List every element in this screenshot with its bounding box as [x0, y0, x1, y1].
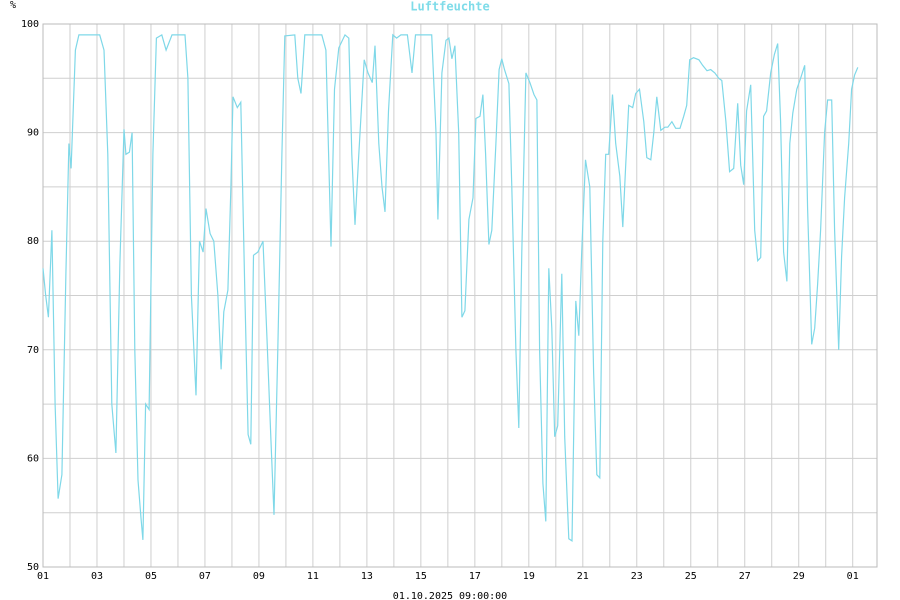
chart-title: Luftfeuchte: [410, 0, 489, 14]
x-tick-label: 13: [361, 571, 373, 582]
x-tick-label: 27: [739, 571, 751, 582]
x-tick-label: 11: [307, 571, 319, 582]
x-tick-label: 01: [847, 571, 859, 582]
humidity-line: [42, 33, 859, 543]
y-tick-label: 90: [27, 128, 39, 139]
y-tick-label: 70: [27, 345, 39, 356]
x-tick-label: 05: [145, 571, 157, 582]
y-tick-label: 50: [27, 562, 39, 573]
y-tick-label: 100: [21, 19, 39, 30]
x-tick-label: 01: [37, 571, 49, 582]
x-tick-label: 17: [469, 571, 481, 582]
y-unit: %: [10, 0, 16, 11]
x-tick-label: 07: [199, 571, 211, 582]
footer-timestamp: 01.10.2025 09:00:00: [393, 591, 507, 600]
x-tick-label: 03: [91, 571, 103, 582]
x-tick-label: 19: [523, 571, 535, 582]
y-tick-label: 80: [27, 236, 39, 247]
x-tick-label: 29: [793, 571, 805, 582]
x-tick-label: 23: [631, 571, 643, 582]
x-tick-label: 21: [577, 571, 589, 582]
plot-border: [42, 23, 878, 568]
x-tick-label: 09: [253, 571, 265, 582]
x-tick-label: 15: [415, 571, 427, 582]
x-tick-label: 25: [685, 571, 697, 582]
y-tick-label: 60: [27, 453, 39, 464]
